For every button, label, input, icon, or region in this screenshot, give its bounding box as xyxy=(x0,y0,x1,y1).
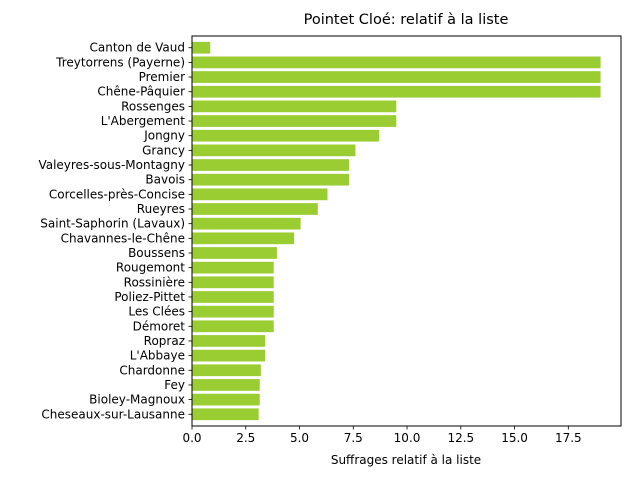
y-tick-label: Grancy xyxy=(142,143,185,157)
y-tick-label: Démoret xyxy=(133,319,186,333)
y-tick-label: Chavannes-le-Chêne xyxy=(61,231,185,245)
x-tick-label: 2.5 xyxy=(236,431,255,445)
bar xyxy=(192,100,397,113)
bar xyxy=(192,217,301,230)
bar xyxy=(192,349,266,362)
y-tick-label: Rueyres xyxy=(137,202,185,216)
bar xyxy=(192,188,328,201)
x-tick-label: 0.0 xyxy=(182,431,201,445)
y-tick-label: Chêne-Pâquier xyxy=(97,85,185,99)
y-tick-label: Cheseaux-sur-Lausanne xyxy=(41,407,185,421)
bars xyxy=(192,41,601,421)
y-tick-label: Bioley-Magnoux xyxy=(89,393,185,407)
x-tick-label: 12.5 xyxy=(447,431,474,445)
plot-frame xyxy=(191,35,622,427)
bar xyxy=(192,232,295,245)
bar xyxy=(192,276,274,289)
y-tick-label: L'Abbaye xyxy=(130,349,185,363)
y-tick-label: Rossinière xyxy=(124,275,185,289)
x-axis-label: Suffrages relatif à la liste xyxy=(331,453,481,467)
bar xyxy=(192,56,601,69)
bar xyxy=(192,305,274,318)
y-tick-label: Les Clées xyxy=(128,305,185,319)
y-tick-label: Bavois xyxy=(145,173,185,187)
bar xyxy=(192,393,260,406)
bar xyxy=(192,129,380,142)
bar xyxy=(192,335,266,347)
bar xyxy=(192,364,261,377)
bar xyxy=(192,408,259,421)
y-tick-label: Ropraz xyxy=(144,334,185,348)
y-tick-label: Valeyres-sous-Montagny xyxy=(38,158,185,172)
bar xyxy=(192,115,397,127)
bar xyxy=(192,203,318,215)
y-tick-label: Saint-Saphorin (Lavaux) xyxy=(40,217,185,231)
y-tick-label: Treytorrens (Payerne) xyxy=(55,55,185,69)
bar xyxy=(192,261,274,274)
y-tick-label: Fey xyxy=(164,378,185,392)
y-tick-label: Rougemont xyxy=(116,261,185,275)
y-tick-label: Canton de Vaud xyxy=(90,41,185,55)
bar xyxy=(192,320,274,333)
bar xyxy=(192,85,601,98)
y-tick-label: Jongny xyxy=(143,129,185,143)
y-tick-label: Chardonne xyxy=(119,363,185,377)
bar xyxy=(192,173,349,186)
x-tick-label: 10.0 xyxy=(394,431,421,445)
y-tick-label: L'Abergement xyxy=(101,114,186,128)
bar xyxy=(192,41,211,54)
bar xyxy=(192,71,601,83)
y-tick-label: Premier xyxy=(139,70,185,84)
bar xyxy=(192,379,260,391)
bar xyxy=(192,247,277,259)
y-tick-label: Rossenges xyxy=(121,99,185,113)
y-tick-label: Boussens xyxy=(128,246,185,260)
y-tick-label: Corcelles-près-Concise xyxy=(49,187,185,201)
x-tick-label: 7.5 xyxy=(344,431,363,445)
x-axis-ticks: 0.0 2.5 5.0 7.5 10.0 12.5 15.0 17.5 xyxy=(182,426,582,445)
x-tick-label: 5.0 xyxy=(290,431,309,445)
bar xyxy=(192,291,274,303)
chart-title: Pointet Cloé: relatif à la liste xyxy=(304,12,509,28)
y-tick-label: Poliez-Pittet xyxy=(114,290,185,304)
bar xyxy=(192,144,356,157)
x-tick-label: 15.0 xyxy=(501,431,528,445)
x-tick-label: 17.5 xyxy=(555,431,582,445)
bar xyxy=(192,159,349,171)
